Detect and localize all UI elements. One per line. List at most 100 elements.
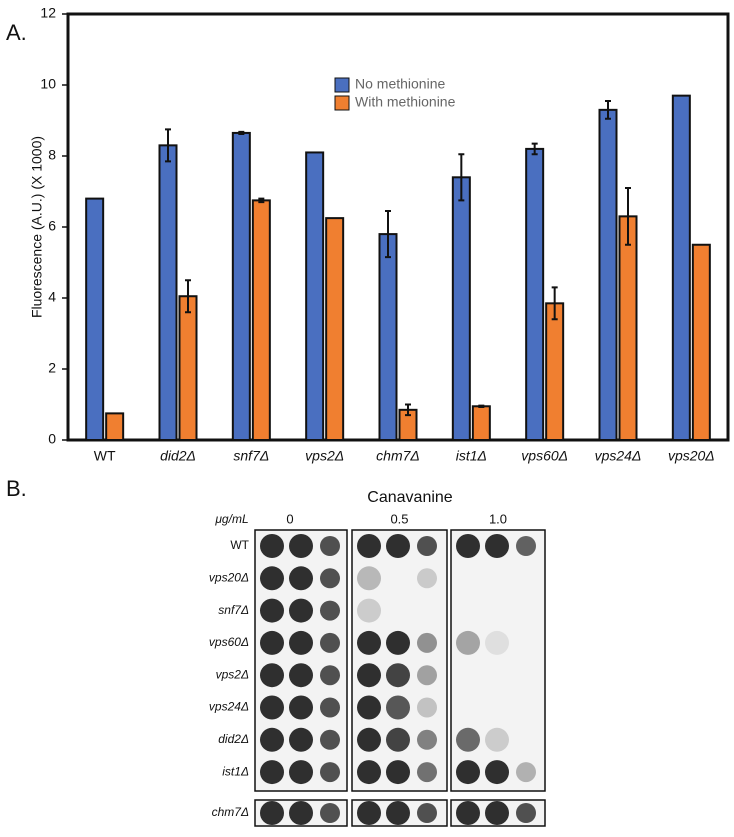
colony-spot <box>289 760 313 785</box>
colony-spot <box>485 534 509 558</box>
colony-spot <box>320 803 340 823</box>
error-bar <box>258 197 265 204</box>
colony-spot <box>260 598 284 623</box>
colony-spot <box>260 695 284 720</box>
bar <box>691 243 711 441</box>
colony-spot <box>320 600 340 621</box>
colony-spot <box>417 803 437 823</box>
strain-label: vps24Δ <box>209 700 249 714</box>
colony-spot <box>417 536 437 556</box>
legend-label: No methionine <box>355 76 445 92</box>
x-tick-label: snf7Δ <box>233 448 269 464</box>
bar <box>325 217 345 441</box>
bar <box>471 405 491 441</box>
bar <box>451 176 471 442</box>
unit-label: μg/mL <box>214 512 248 526</box>
strain-label: did2Δ <box>218 732 249 746</box>
colony-spot <box>357 760 381 785</box>
strain-label: vps2Δ <box>216 667 249 681</box>
colony-spot <box>485 801 509 825</box>
x-tick-label: WT <box>94 448 116 464</box>
y-tick-label: 8 <box>48 147 56 163</box>
colony-spot <box>357 598 381 623</box>
bar <box>598 108 618 441</box>
colony-spot <box>357 663 381 688</box>
colony-spot <box>260 566 284 591</box>
colony-spot <box>417 729 437 750</box>
error-bar <box>405 403 411 417</box>
colony-spot <box>386 760 410 785</box>
bar <box>305 151 325 441</box>
bar <box>618 215 638 441</box>
colony-spot <box>516 536 536 556</box>
colony-spot <box>289 727 313 752</box>
x-tick-label: vps24Δ <box>595 448 642 464</box>
strain-label: vps60Δ <box>209 635 249 649</box>
colony-spot <box>320 568 340 589</box>
colony-spot <box>260 534 284 558</box>
concentration-label: 1.0 <box>489 511 507 526</box>
colony-spot <box>357 630 381 655</box>
strain-label: snf7Δ <box>218 603 249 617</box>
concentration-label: 0.5 <box>390 511 408 526</box>
colony-spot <box>417 762 437 783</box>
error-bar <box>385 210 391 259</box>
colony-spot <box>320 697 340 718</box>
x-tick-label: vps2Δ <box>305 448 344 464</box>
colony-spot <box>289 534 313 558</box>
colony-spot <box>357 534 381 558</box>
colony-spot <box>485 760 509 785</box>
colony-spot <box>289 630 313 655</box>
colony-spot <box>417 568 437 589</box>
bar <box>158 144 178 441</box>
colony-spot <box>320 729 340 750</box>
y-axis-label: Fluorescence (A.U.) (X 1000) <box>29 136 45 318</box>
colony-spot <box>456 727 480 752</box>
colony-spot <box>386 727 410 752</box>
colony-spot <box>260 760 284 785</box>
y-tick-label: 2 <box>48 360 56 376</box>
panel-label: A. <box>6 20 27 45</box>
colony-spot <box>320 632 340 653</box>
colony-spot <box>386 801 410 825</box>
colony-spot <box>289 695 313 720</box>
colony-spot <box>456 801 480 825</box>
x-tick-label: ist1Δ <box>456 448 487 464</box>
colony-spot <box>357 727 381 752</box>
strain-label: chm7Δ <box>212 805 249 819</box>
y-tick-label: 6 <box>48 218 56 234</box>
colony-spot <box>320 762 340 783</box>
colony-spot <box>357 566 381 591</box>
colony-spot <box>289 801 313 825</box>
bar <box>85 197 105 441</box>
colony-spot <box>516 803 536 823</box>
colony-spot <box>289 598 313 623</box>
legend-swatch <box>334 77 350 93</box>
concentration-label: 0 <box>286 511 293 526</box>
strain-label: vps20Δ <box>209 570 249 584</box>
error-bar <box>238 130 245 135</box>
error-bar <box>165 128 171 163</box>
error-bar <box>531 142 538 156</box>
colony-spot <box>320 536 340 556</box>
colony-spot <box>260 801 284 825</box>
colony-spot <box>260 727 284 752</box>
x-tick-label: chm7Δ <box>376 448 420 464</box>
colony-spot <box>289 566 313 591</box>
bar <box>251 199 271 441</box>
colony-spot <box>485 727 509 752</box>
colony-spot <box>357 801 381 825</box>
y-tick-label: 12 <box>40 5 56 21</box>
colony-spot <box>417 665 437 686</box>
error-bar <box>478 404 485 408</box>
error-bar <box>458 153 465 202</box>
bar <box>545 302 565 442</box>
bar <box>525 147 545 441</box>
y-tick-label: 10 <box>40 76 56 92</box>
bar <box>378 233 398 441</box>
colony-spot <box>357 695 381 720</box>
panel-label: B. <box>6 476 27 501</box>
strain-label: ist1Δ <box>222 764 249 778</box>
colony-spot <box>260 630 284 655</box>
